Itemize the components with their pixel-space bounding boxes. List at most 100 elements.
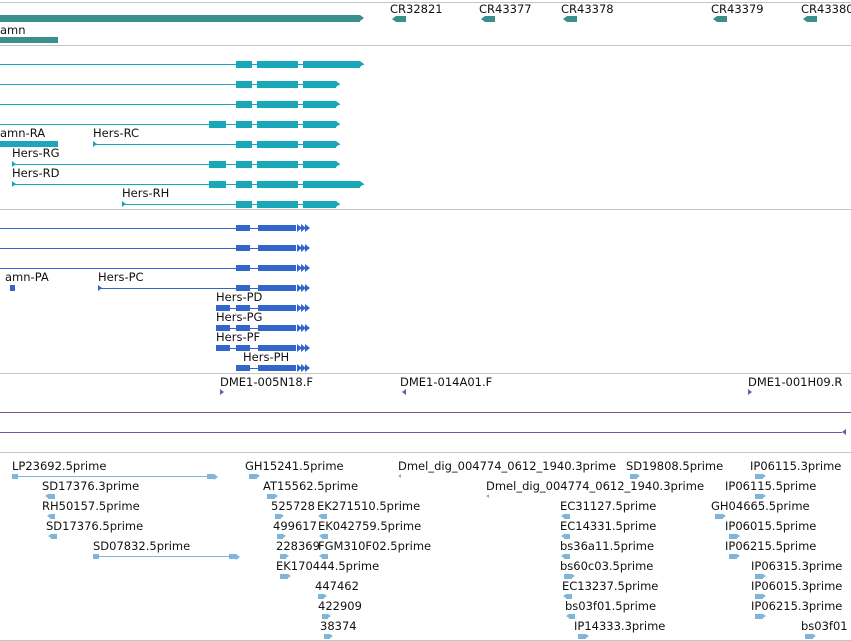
tss-arrow-icon [93, 141, 97, 147]
est-block [322, 534, 328, 539]
strand-arrows-icon [297, 304, 313, 312]
arrow-right-icon [330, 634, 333, 638]
est-block [321, 514, 327, 519]
est-block [275, 514, 281, 519]
est-line [12, 476, 214, 477]
arrow-left-icon [565, 614, 569, 618]
est-block [755, 494, 763, 499]
est-block [207, 474, 214, 479]
transcript-exon [209, 161, 226, 168]
protein-domain [216, 305, 230, 311]
est-block [805, 634, 813, 639]
est-block [729, 534, 737, 539]
est-label: Dmel_dig_004774_0612_1940.3prime [486, 479, 705, 493]
est-label: GH04665.5prime [711, 499, 810, 513]
arrow-left-icon [562, 594, 566, 598]
gene-amn-exon [0, 37, 58, 43]
transcript-exon [236, 101, 252, 108]
transcript-intron [93, 144, 340, 145]
gene-label: CR32821 [390, 2, 443, 16]
ncrna-gene [396, 16, 406, 22]
protein-intron [98, 288, 296, 289]
est-label: EC14331.5prime [560, 519, 657, 533]
est-block [564, 514, 570, 519]
track-separator [0, 373, 851, 374]
est-block [322, 554, 328, 559]
protein-intron [216, 348, 296, 349]
transcript-intron [0, 124, 340, 125]
transcript-exon [303, 101, 336, 108]
arrow-left-icon [401, 389, 406, 395]
arrow-left-icon [47, 534, 51, 538]
est-label: 38374 [320, 619, 357, 633]
est-label: RH50157.5prime [42, 499, 140, 513]
est-block [578, 634, 586, 639]
protein-intron [0, 268, 296, 269]
transcript-intron [12, 184, 364, 185]
protein-domain [216, 345, 230, 351]
est-label: EK271510.5prime [317, 499, 421, 513]
est-label: IP06015.5prime [725, 519, 817, 533]
gene-label: CR43379 [711, 2, 764, 16]
est-label: 228369 [276, 539, 320, 553]
protein-domain [236, 305, 250, 311]
arrow-right-icon [336, 81, 340, 87]
transcript-exon [236, 81, 252, 88]
est-label: EK042759.5prime [318, 519, 422, 533]
protein-intron [216, 328, 296, 329]
protein-domain [258, 345, 296, 351]
est-block [48, 494, 55, 499]
gene-label: amn [0, 23, 26, 37]
arrow-right-icon [336, 161, 340, 167]
arrow-right-icon [286, 554, 289, 558]
transcript-exon [257, 201, 298, 208]
est-block [267, 494, 275, 499]
protein-domain [258, 245, 296, 251]
gene-label: CR43380 [801, 2, 851, 16]
est-block [564, 554, 570, 559]
transcript-exon [303, 61, 360, 68]
est-block [324, 634, 330, 639]
est-label: SD17376.3prime [42, 479, 140, 493]
protein-label: Hers-PH [243, 350, 290, 364]
est-label: FGM310F02.5prime [318, 539, 432, 553]
tss-arrow-icon [12, 181, 16, 187]
est-label: Dmel_dig_004774_0612_1940.3prime [398, 459, 617, 473]
est-block [12, 474, 18, 479]
tss-arrow-icon [122, 201, 126, 207]
transcript-exon [236, 201, 252, 208]
arrow-right-icon [763, 594, 766, 598]
est-label: IP06115.5prime [725, 479, 817, 493]
clone-label: DME1-001H09.R [748, 375, 843, 389]
protein-domain [258, 265, 296, 271]
arrow-right-icon [723, 514, 726, 518]
transcript-exon [257, 141, 298, 148]
strand-arrows-icon [297, 224, 313, 232]
protein-domain [236, 345, 250, 351]
protein-domain [236, 265, 250, 271]
arrow-right-icon [336, 201, 340, 207]
clone-line [0, 412, 851, 413]
est-block [564, 574, 572, 579]
est-label: bs60c03.5prime [560, 559, 654, 573]
protein-domain [236, 325, 250, 331]
est-label: EC31127.5prime [560, 499, 657, 513]
arrow-right-icon [336, 101, 340, 107]
arrow-left-icon [842, 428, 847, 435]
arrow-right-icon [813, 634, 816, 638]
arrow-left-icon [480, 16, 485, 22]
arrow-right-icon [281, 514, 284, 518]
est-label: bs03f01 [801, 619, 848, 633]
arrow-right-icon [360, 181, 364, 187]
transcript-label: Hers-RH [122, 186, 170, 200]
transcript-exon [236, 161, 252, 168]
est-block [51, 534, 57, 539]
arrow-left-icon [560, 514, 564, 518]
arrow-right-icon [283, 534, 286, 538]
tss-arrow-icon [98, 285, 102, 291]
est-label: EC13237.5prime [562, 579, 659, 593]
est-label: AT15562.5prime [263, 479, 359, 493]
transcript-exon [236, 141, 252, 148]
gene-label: CR43378 [561, 2, 614, 16]
